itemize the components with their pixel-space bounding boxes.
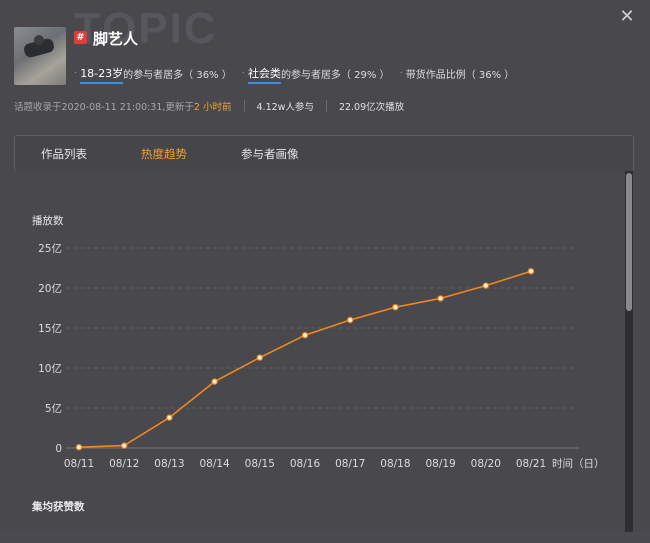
watermark: TOPIC bbox=[74, 4, 218, 53]
tab-works[interactable]: 作品列表 bbox=[41, 147, 87, 161]
data-point bbox=[211, 378, 218, 385]
stat-commerce-text: 带货作品比例（ 36% ） bbox=[405, 69, 515, 81]
x-tick-label: 08/14 bbox=[199, 458, 230, 470]
stat-age-highlight: 18-23岁 bbox=[80, 67, 124, 84]
hashtag-icon: # bbox=[74, 31, 87, 44]
data-point bbox=[166, 414, 173, 421]
x-tick-label: 08/20 bbox=[471, 458, 501, 470]
x-tick-label: 08/17 bbox=[335, 458, 365, 470]
data-point bbox=[256, 354, 263, 361]
y-tick-label: 15亿 bbox=[38, 322, 62, 335]
y-tick-label: 25亿 bbox=[38, 242, 62, 255]
collected-time: 话题收录于2020-08-11 21:00:31,更新于 bbox=[14, 102, 194, 113]
participants-count: 4.12w人参与 bbox=[256, 102, 314, 113]
stat-commerce: · 带货作品比例（ 36% ） bbox=[399, 67, 515, 81]
x-tick-label: 08/13 bbox=[154, 458, 184, 470]
scrollbar-thumb[interactable] bbox=[626, 173, 632, 311]
close-icon[interactable]: ✕ bbox=[619, 6, 635, 27]
x-tick-label: 08/15 bbox=[245, 458, 275, 470]
x-tick-label: 08/19 bbox=[425, 458, 455, 470]
data-point bbox=[301, 331, 309, 339]
data-point bbox=[437, 295, 444, 302]
series-line bbox=[78, 270, 532, 448]
x-tick-label: 08/11 bbox=[64, 458, 94, 470]
y-tick-label: 20亿 bbox=[38, 282, 62, 295]
scrollbar-track[interactable] bbox=[625, 171, 633, 532]
tab-bar: 作品列表 热度趋势 参与者画像 bbox=[14, 135, 634, 173]
topic-meta: 话题收录于2020-08-11 21:00:31,更新于 2 小时前 4.12w… bbox=[14, 99, 404, 113]
data-point bbox=[120, 442, 128, 449]
x-tick-label: 08/16 bbox=[290, 458, 321, 470]
trend-content: 播放数 0 5亿 10亿 15亿 20亿 25亿 08/11 08/12 08/13 08/14 0… bbox=[14, 171, 632, 532]
data-point bbox=[75, 443, 83, 451]
y-tick-label: 10亿 bbox=[38, 362, 62, 375]
y-tick-label: 5亿 bbox=[45, 402, 62, 415]
plays-count: 22.09亿次播放 bbox=[338, 102, 405, 113]
topic-detail-panel: TOPIC ✕ # 脚艺人 · 18-23岁 的参与者居多（ 36% ） · 社… bbox=[14, 4, 635, 532]
data-point bbox=[347, 316, 354, 324]
y-tick-label: 0 bbox=[55, 443, 62, 455]
next-section-label: 集均获赞数 bbox=[32, 501, 85, 513]
topic-stats: · 18-23岁 的参与者居多（ 36% ） · 社会类 的参与者居多（ 29%… bbox=[74, 65, 515, 84]
x-tick-label: 08/21 bbox=[516, 458, 546, 470]
y-axis-label: 播放数 bbox=[32, 215, 64, 227]
stat-category-highlight: 社会类 bbox=[247, 67, 281, 84]
x-axis-label: 时间（日） bbox=[552, 457, 605, 470]
stat-category-text: 的参与者居多（ 29% ） bbox=[280, 69, 390, 81]
tab-participants[interactable]: 参与者画像 bbox=[241, 147, 299, 161]
trend-line-chart: 0 5亿 10亿 15亿 20亿 25亿 08/11 08/12 08/13 08/14 08/15… bbox=[38, 242, 605, 470]
tab-trend[interactable]: 热度趋势 bbox=[141, 147, 187, 173]
updated-time: 2 小时前 bbox=[193, 102, 232, 113]
data-point bbox=[392, 303, 399, 311]
topic-thumbnail bbox=[14, 27, 66, 85]
x-tick-label: 08/12 bbox=[109, 458, 139, 470]
stat-age: · 18-23岁 的参与者居多（ 36% ） bbox=[74, 67, 232, 84]
data-point bbox=[482, 282, 489, 289]
stat-age-text: 的参与者居多（ 36% ） bbox=[123, 69, 232, 81]
stat-category: · 社会类 的参与者居多（ 29% ） bbox=[241, 67, 390, 84]
topic-title: 脚艺人 bbox=[93, 30, 139, 48]
x-tick-label: 08/18 bbox=[380, 458, 410, 470]
data-point bbox=[527, 268, 535, 275]
